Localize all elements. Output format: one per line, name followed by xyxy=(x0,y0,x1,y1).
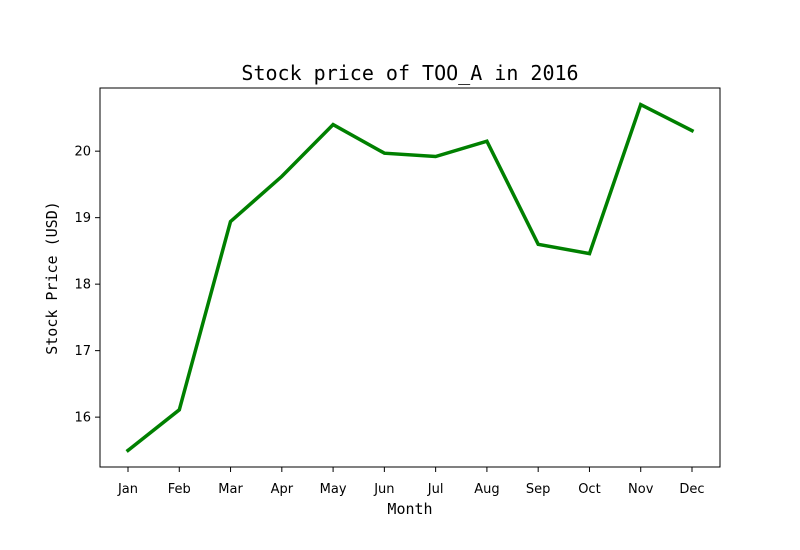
y-tick-label: 20 xyxy=(74,145,91,160)
chart-title: Stock price of TOO_A in 2016 xyxy=(241,61,578,85)
y-tick-label: 16 xyxy=(74,411,91,426)
data-point-aug xyxy=(485,139,489,143)
data-point-may xyxy=(331,123,335,126)
x-tick-label: Mar xyxy=(218,482,243,497)
data-point-apr xyxy=(280,175,284,178)
x-tick-label: Jun xyxy=(373,482,394,497)
x-tick-label: Jan xyxy=(117,482,138,497)
series-layer xyxy=(125,102,695,453)
x-tick-label: May xyxy=(320,482,347,497)
y-tick-label: 19 xyxy=(74,211,91,226)
x-tick-label: Feb xyxy=(168,482,191,497)
x-tick-label: Oct xyxy=(578,482,600,497)
y-axis-label: Stock Price (USD) xyxy=(43,201,61,355)
data-point-mar xyxy=(229,220,232,223)
data-point-jun xyxy=(383,151,386,155)
data-point-dec xyxy=(690,129,694,132)
x-axis: Jan Feb Mar Apr May Jun Jul Aug Sep Oct Nov Dec xyxy=(117,467,705,497)
plot-area-frame xyxy=(99,87,721,468)
data-point-nov xyxy=(639,103,642,106)
x-tick-label: Nov xyxy=(628,482,654,497)
data-point-sep xyxy=(536,243,540,246)
y-tick-label: 18 xyxy=(74,278,91,293)
data-point-oct xyxy=(588,252,591,255)
y-tick-label: 17 xyxy=(74,344,91,359)
y-axis: 16 17 18 19 20 xyxy=(74,145,100,426)
data-point-feb xyxy=(178,408,181,412)
x-tick-label: Aug xyxy=(474,482,499,497)
x-tick-label: Jul xyxy=(427,482,444,497)
series-line xyxy=(125,102,695,453)
x-tick-label: Sep xyxy=(526,482,551,497)
data-point-jan xyxy=(126,449,130,452)
x-axis-label: Month xyxy=(387,500,432,518)
x-tick-label: Dec xyxy=(679,482,704,497)
data-point-jul xyxy=(434,155,437,158)
x-tick-label: Apr xyxy=(271,482,294,497)
